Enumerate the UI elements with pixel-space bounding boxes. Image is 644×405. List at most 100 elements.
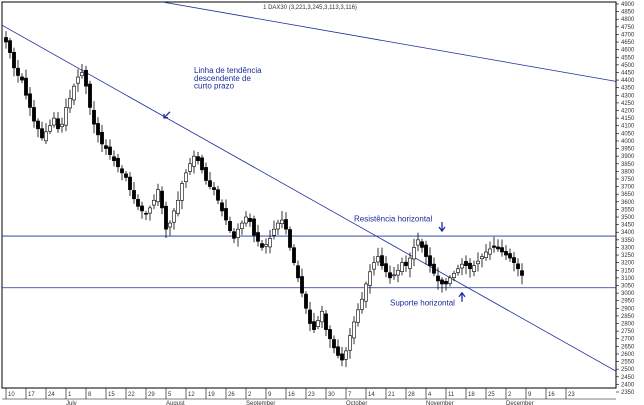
y-tick-label: 2650 [621, 344, 635, 350]
candle-body [276, 222, 280, 230]
candle-body [108, 146, 112, 155]
x-tick-label: 24 [48, 392, 55, 398]
candle-body [88, 83, 92, 108]
candle-body [440, 279, 444, 285]
y-tick-label: 3850 [621, 162, 635, 168]
candle-body [128, 176, 132, 190]
x-tick-label: 7 [348, 392, 352, 398]
candle-body [16, 67, 20, 76]
candle-body [356, 309, 360, 323]
x-tick-label: 23 [568, 392, 575, 398]
candle-body [244, 216, 248, 224]
candle-body [232, 231, 236, 239]
y-tick-label: 3450 [621, 223, 635, 229]
annotation-label: Linha de tendência [194, 66, 262, 75]
y-tick-label: 2500 [621, 367, 635, 373]
candle-body [44, 131, 48, 142]
candle-body [472, 265, 476, 272]
candle-body [80, 72, 84, 77]
month-label: August [166, 401, 185, 405]
x-tick-label: 21 [388, 392, 395, 398]
month-label: December [506, 401, 534, 405]
candle-body [132, 190, 136, 200]
candle-body [204, 167, 208, 181]
x-tick-label: 5 [168, 392, 172, 398]
x-tick-label: 23 [308, 392, 315, 398]
y-tick-label: 3050 [621, 283, 635, 289]
y-tick-label: 4900 [621, 2, 635, 8]
x-axis: 10 17 24 1 8 15 22 29 5 12 19 26 2 9 16 23 30 7 14 21 28 4 11 1… [2, 388, 616, 405]
candle-body [348, 335, 352, 351]
candle-body [508, 253, 512, 259]
candle-body [468, 262, 472, 270]
candle-body [20, 76, 24, 81]
x-tick-label: 14 [368, 392, 375, 398]
candle-body [68, 98, 72, 109]
y-tick-label: 3300 [621, 245, 635, 251]
candle-body [444, 280, 448, 285]
y-tick-label: 3950 [621, 147, 635, 153]
candle-body [432, 263, 436, 274]
candle-body [312, 321, 316, 330]
candle-body [224, 208, 228, 221]
x-tick-label: 2 [248, 392, 252, 398]
candle-body [92, 109, 96, 125]
y-tick-label: 4350 [621, 86, 635, 92]
candle-body [496, 246, 500, 250]
candle-body [320, 311, 324, 323]
candle-body [192, 155, 196, 167]
candle-body [476, 260, 480, 265]
x-tick-label: 4 [428, 392, 432, 398]
y-tick-label: 3500 [621, 215, 635, 221]
y-tick-label: 4650 [621, 40, 635, 46]
y-tick-label: 2350 [621, 390, 635, 396]
y-tick-label: 2700 [621, 337, 635, 343]
candle-body [8, 40, 12, 53]
candle-body [500, 247, 504, 253]
annotation-label: descendente de [194, 74, 251, 83]
trend-line [160, 2, 616, 82]
y-tick-label: 4500 [621, 63, 635, 69]
month-label: October [346, 401, 367, 405]
candle-body [300, 276, 304, 294]
candle-body [288, 229, 292, 248]
x-tick-label: 18 [468, 392, 475, 398]
candle-body [344, 350, 348, 360]
x-tick-label: 17 [28, 392, 35, 398]
candle-body [456, 268, 460, 273]
y-tick-label: 4450 [621, 70, 635, 76]
candle-body [292, 247, 296, 263]
candle-body [420, 241, 424, 248]
candle-body [124, 173, 128, 178]
y-tick-label: 4750 [621, 25, 635, 31]
y-tick-label: 3700 [621, 185, 635, 191]
candle-body [96, 123, 100, 136]
x-tick-label: 9 [268, 392, 272, 398]
candle-body [452, 273, 456, 278]
candle-body [392, 274, 396, 277]
month-label: September [246, 401, 275, 405]
candle-body [236, 228, 240, 238]
candle-body [328, 329, 332, 340]
candle-body [340, 353, 344, 361]
candle-body [188, 163, 192, 172]
x-tick-label: 19 [208, 392, 215, 398]
x-tick-label: 30 [328, 392, 335, 398]
candle-body [280, 219, 284, 225]
candle-body [256, 232, 260, 242]
candle-body [84, 69, 88, 87]
y-tick-label: 4800 [621, 17, 635, 23]
candle-body [400, 262, 404, 272]
candle-body [408, 257, 412, 269]
candle-body [120, 168, 124, 174]
y-tick-label: 4000 [621, 139, 635, 145]
x-tick-label: 16 [548, 392, 555, 398]
month-label: July [66, 401, 77, 405]
candle-body [504, 251, 508, 256]
candle-body [72, 85, 76, 101]
candle-body [136, 199, 140, 207]
y-tick-label: 3650 [621, 192, 635, 198]
